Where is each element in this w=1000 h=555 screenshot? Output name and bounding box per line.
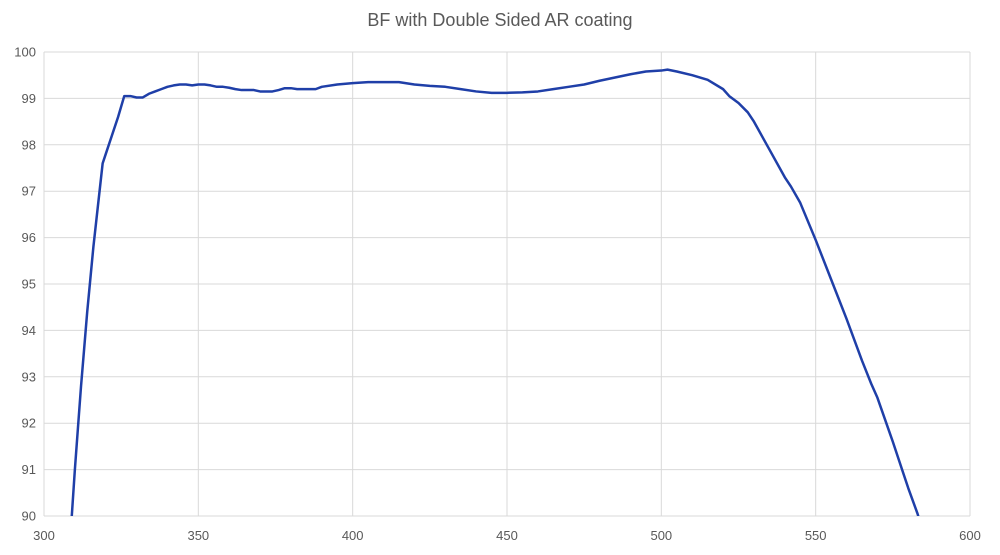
y-tick-label: 94 <box>22 323 36 338</box>
y-tick-label: 95 <box>22 277 36 292</box>
x-tick-label: 600 <box>959 528 981 543</box>
y-tick-label: 98 <box>22 137 36 152</box>
series-layer <box>70 68 920 516</box>
x-tick-label: 300 <box>33 528 55 543</box>
tick-labels: 90 91 92 93 94 95 96 97 98 99 100 300 350 400 450 500 55… <box>14 45 981 544</box>
x-tick-label: 500 <box>650 528 672 543</box>
y-tick-label: 99 <box>22 91 36 106</box>
x-tick-label: 350 <box>187 528 209 543</box>
x-tick-label: 450 <box>496 528 518 543</box>
grid-layer <box>43 51 971 517</box>
y-tick-label: 97 <box>22 184 36 199</box>
y-tick-label: 96 <box>22 230 36 245</box>
y-tick-label: 90 <box>22 509 36 524</box>
x-tick-label: 550 <box>805 528 827 543</box>
chart-title: BF with Double Sided AR coating <box>367 10 633 30</box>
y-tick-label: 92 <box>22 416 36 431</box>
x-tick-label: 400 <box>342 528 364 543</box>
y-tick-label: 93 <box>22 369 36 384</box>
series-line <box>70 68 920 516</box>
y-tick-label: 91 <box>22 462 36 477</box>
y-tick-label: 100 <box>14 45 36 60</box>
